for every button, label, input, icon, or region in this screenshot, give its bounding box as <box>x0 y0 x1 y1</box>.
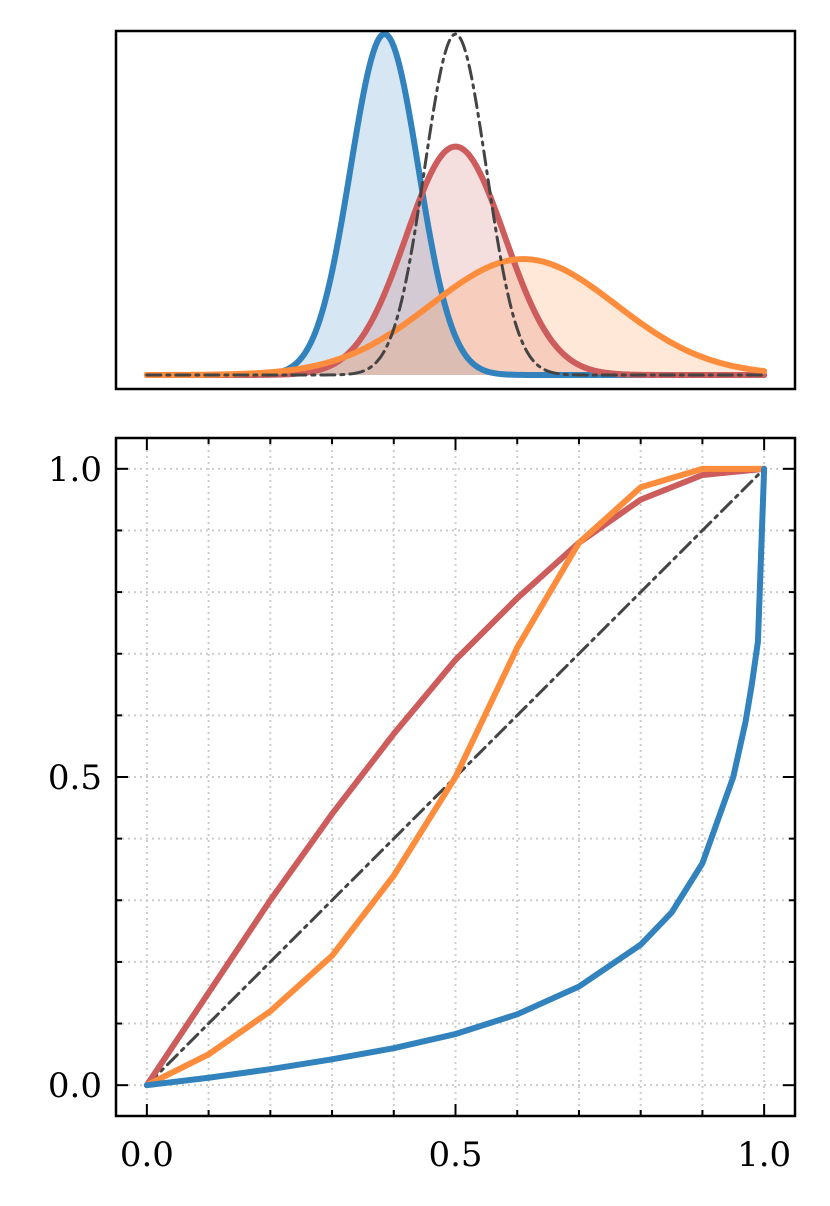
grid <box>116 438 795 1116</box>
x-tick-label: 0.5 <box>428 1135 482 1175</box>
density-area-orange <box>146 259 765 375</box>
density-panel <box>114 29 797 391</box>
cdf-panel: 0.0 0.5 1.0 0.0 0.5 1.0 <box>48 436 797 1175</box>
cdf-line-red <box>143 465 768 1089</box>
x-tick-label: 0.0 <box>120 1135 174 1175</box>
axis-ticks <box>116 438 795 1116</box>
density-area-red <box>146 146 765 375</box>
cdf-line-orange <box>143 465 768 1089</box>
y-tick-label: 0.0 <box>48 1066 102 1106</box>
x-tick-label: 1.0 <box>737 1135 791 1175</box>
cdf-line-blue <box>143 465 768 1089</box>
y-tick-label: 0.5 <box>48 758 102 798</box>
density-panel-frame <box>114 29 797 391</box>
y-tick-label: 1.0 <box>48 450 102 490</box>
density-line-reference <box>145 32 766 377</box>
density-line-orange <box>143 256 768 378</box>
